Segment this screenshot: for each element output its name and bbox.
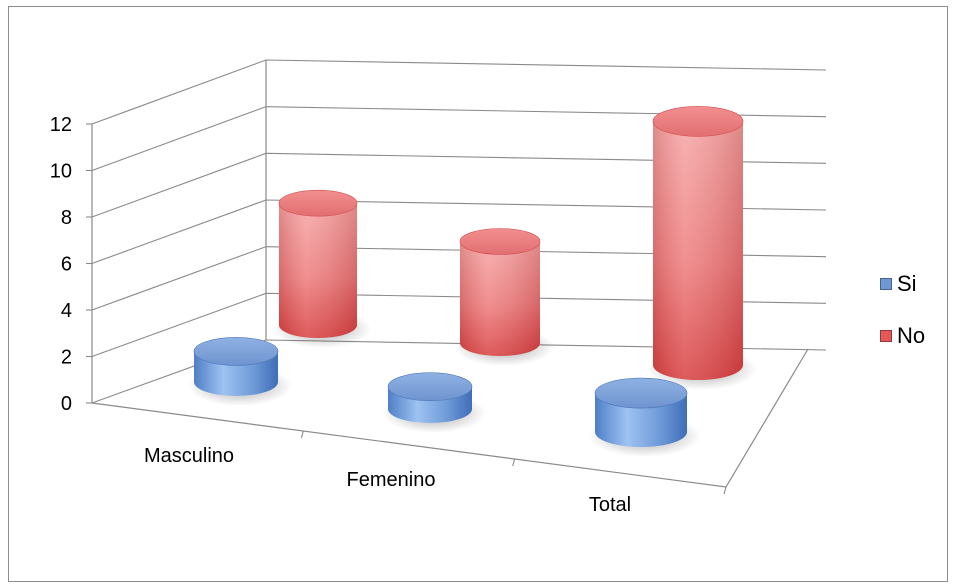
legend: Si No — [880, 258, 925, 362]
bar-top-no — [652, 106, 744, 137]
bar-shading — [460, 241, 540, 356]
x-tick-mark — [300, 430, 304, 439]
gridline — [91, 59, 827, 125]
gridline — [91, 199, 827, 265]
x-tick-mark — [512, 458, 516, 467]
legend-item-no: No — [880, 310, 925, 362]
y-tick-label: 0 — [61, 393, 72, 415]
legend-swatch-si — [880, 278, 892, 290]
bar-top-no — [278, 189, 358, 217]
gridline — [91, 246, 827, 311]
bar-top-si — [193, 337, 279, 366]
y-tick-label: 6 — [61, 254, 72, 276]
gridline — [91, 152, 827, 218]
y-tick-label: 4 — [61, 300, 72, 322]
legend-item-si: Si — [880, 258, 925, 310]
x-tick-mark — [723, 486, 727, 495]
y-tick-label: 8 — [61, 207, 72, 229]
legend-label-no: No — [897, 323, 926, 348]
gridline — [91, 106, 827, 172]
bar-top-no — [459, 228, 541, 255]
y-tick-label: 10 — [50, 161, 72, 183]
bar-shading — [279, 203, 357, 338]
bar-top-si — [387, 372, 473, 402]
gridline — [91, 339, 827, 404]
category-label: Masculino — [144, 445, 234, 467]
category-label: Total — [589, 494, 631, 516]
y-tick-label: 2 — [61, 347, 72, 369]
bar-shading — [653, 121, 743, 381]
gridline — [91, 292, 827, 358]
bar-top-si — [594, 377, 688, 409]
bar-si-total — [595, 393, 687, 447]
y-tick-label: 12 — [50, 114, 72, 136]
legend-label-si: Si — [897, 271, 917, 296]
legend-swatch-no — [880, 330, 892, 342]
category-label: Femenino — [347, 469, 436, 491]
